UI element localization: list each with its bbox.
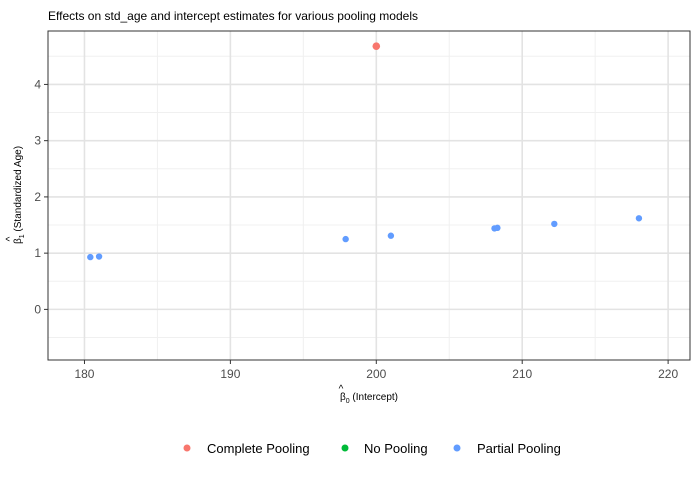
y-tick-label: 1	[34, 246, 41, 260]
x-tick-label: 180	[74, 367, 94, 381]
x-axis-label-subscript: 0	[346, 398, 350, 405]
x-tick-label: 200	[366, 367, 386, 381]
complete-pooling-point	[372, 42, 381, 50]
y-axis-label-symbol: β	[13, 238, 24, 244]
y-axis-label-text: (Standardized Age)	[13, 146, 24, 234]
y-axis: 0 1 2 3 4	[34, 77, 48, 316]
major-gridlines	[48, 31, 690, 360]
x-axis-label-text: (Intercept)	[350, 392, 398, 403]
partial-pooling-point	[635, 215, 643, 222]
legend-label-complete-pooling: Complete Pooling	[207, 441, 310, 456]
panel-background	[48, 31, 690, 360]
legend-key-partial-pooling	[453, 444, 461, 452]
y-axis-label-hat: ^	[5, 236, 16, 241]
partial-pooling-point	[95, 253, 103, 260]
legend: Complete Pooling No Pooling Partial Poolin…	[183, 441, 561, 456]
panel-border	[47, 30, 691, 361]
legend-label-no-pooling: No Pooling	[364, 441, 428, 456]
data-points	[87, 42, 643, 261]
partial-pooling-point	[342, 235, 349, 243]
y-axis-label-subscript: 1	[19, 234, 26, 238]
x-tick-label: 190	[220, 367, 240, 381]
y-tick-label: 4	[34, 77, 41, 91]
x-tick-label: 210	[512, 367, 532, 381]
partial-pooling-point	[551, 220, 558, 228]
minor-gridlines	[48, 31, 690, 360]
chart-title: Effects on std_age and intercept estimat…	[48, 9, 418, 23]
plot-panel	[47, 30, 691, 361]
partial-pooling-point	[387, 232, 395, 239]
y-tick-label: 0	[34, 302, 41, 316]
legend-label-partial-pooling: Partial Pooling	[477, 441, 561, 456]
x-tick-label: 220	[658, 367, 678, 381]
x-axis-label-symbol: β	[340, 392, 346, 403]
x-axis-label: β0 (Intercept)	[340, 392, 398, 405]
x-axis: 180 190 200 210 220	[74, 360, 678, 381]
y-tick-label: 2	[34, 190, 41, 204]
y-tick-label: 3	[34, 134, 41, 148]
y-axis-label: β1 (Standardized Age)	[13, 146, 26, 244]
x-axis-label-hat: ^	[339, 384, 344, 395]
y-axis-label-group: β1 (Standardized Age) ^	[5, 146, 26, 244]
partial-pooling-point	[494, 224, 501, 232]
partial-pooling-point	[87, 253, 94, 261]
legend-key-no-pooling	[341, 444, 349, 452]
legend-key-complete-pooling	[183, 444, 191, 452]
